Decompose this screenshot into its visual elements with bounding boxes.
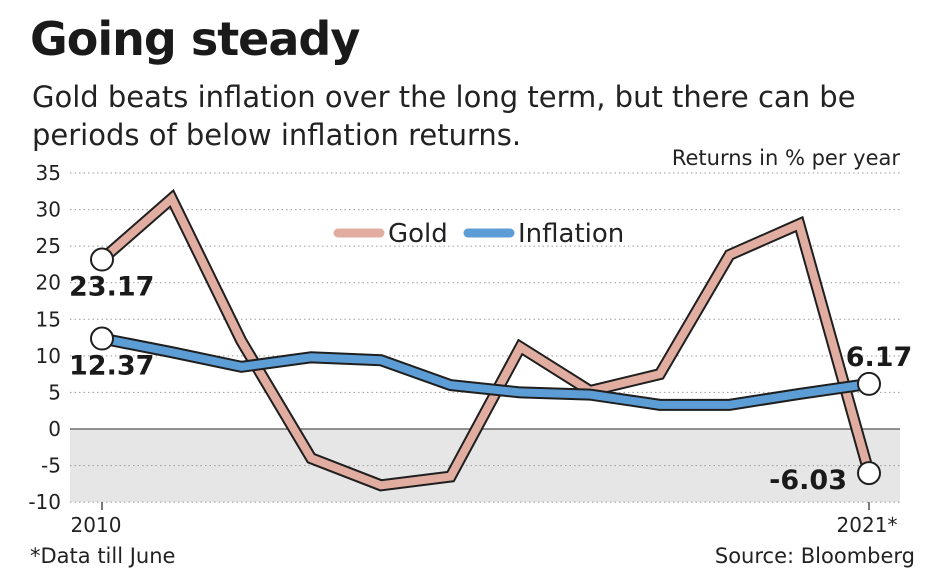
chart-subtitle: Gold beats inflation over the long term,… bbox=[32, 80, 856, 152]
y-tick-label: 20 bbox=[36, 271, 61, 295]
x-tick-label: 2021* bbox=[837, 513, 898, 537]
value-callout: 6.17 bbox=[846, 342, 913, 373]
gold-endpoint-marker bbox=[90, 247, 114, 272]
inflation-line bbox=[101, 334, 870, 409]
units-label: Returns in % per year bbox=[671, 146, 900, 170]
inflation-line-outline bbox=[100, 332, 870, 411]
legend-label: Inflation bbox=[518, 219, 624, 249]
x-tick-label: 2010 bbox=[71, 513, 122, 537]
y-tick-label: 25 bbox=[36, 234, 61, 258]
chart-title: Going steady bbox=[30, 12, 360, 66]
value-callout: 23.17 bbox=[69, 272, 154, 303]
legend-label: Gold bbox=[388, 219, 448, 249]
y-tick-label: 5 bbox=[48, 380, 61, 404]
y-tick-label: -5 bbox=[41, 454, 61, 478]
y-tick-label: -10 bbox=[28, 490, 61, 514]
gold-line bbox=[99, 192, 873, 490]
y-tick-label: 30 bbox=[36, 198, 61, 222]
value-callout: -6.03 bbox=[769, 465, 847, 496]
inflation-endpoint-marker bbox=[90, 326, 114, 351]
value-callout: 12.37 bbox=[69, 351, 154, 382]
y-tick-label: 0 bbox=[48, 417, 61, 441]
y-tick-label: 10 bbox=[36, 344, 61, 368]
footnote: *Data till June bbox=[30, 544, 176, 568]
gold-endpoint-marker bbox=[857, 461, 881, 486]
inflation-endpoint-marker bbox=[857, 371, 881, 396]
y-tick-label: 15 bbox=[36, 307, 61, 331]
y-tick-label: 35 bbox=[36, 161, 61, 185]
source-label: Source: Bloomberg bbox=[714, 544, 915, 568]
